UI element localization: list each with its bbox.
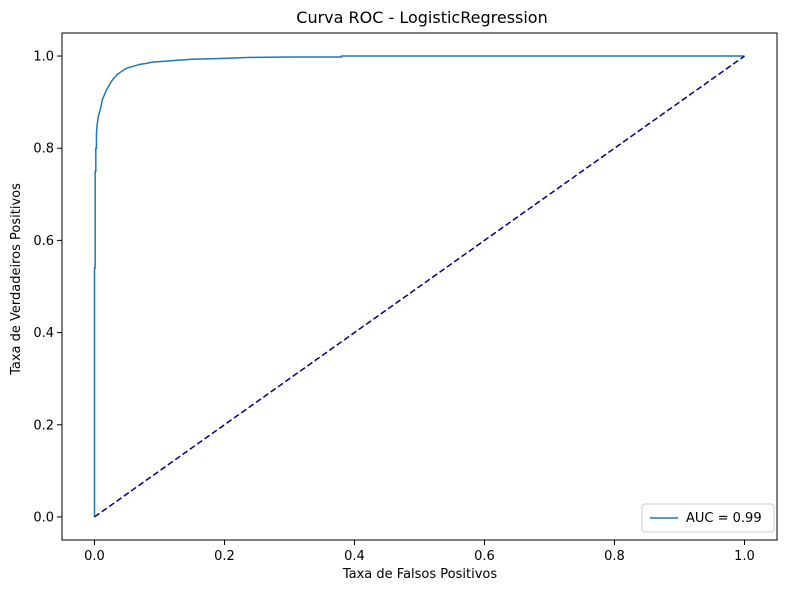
x-ticks: 0.0 0.2 0.4 0.6 0.8 1.0 <box>84 540 755 564</box>
roc-curve-line <box>93 55 745 517</box>
chart-title: Curva ROC - LogisticRegression <box>296 8 547 27</box>
x-tick-label: 0.0 <box>84 549 105 564</box>
y-tick-label: 0.2 <box>33 418 54 433</box>
legend-box <box>641 503 775 533</box>
y-tick-label: 0.4 <box>33 326 54 341</box>
series-layer <box>93 55 745 518</box>
y-tick-label: 0.0 <box>33 510 54 525</box>
y-tick-label: 1.0 <box>33 50 54 65</box>
y-axis-label: Taxa de Verdadeiros Positivos <box>9 183 24 376</box>
y-tick-label: 0.8 <box>33 142 54 157</box>
x-tick-label: 0.4 <box>344 549 365 564</box>
x-tick-label: 0.6 <box>474 549 495 564</box>
x-axis-label: Taxa de Falsos Positivos <box>342 567 497 582</box>
y-ticks: 0.0 0.2 0.4 0.6 0.8 1.0 <box>33 50 62 525</box>
x-tick-label: 0.2 <box>214 549 235 564</box>
y-tick-label: 0.6 <box>33 234 54 249</box>
x-tick-label: 0.8 <box>604 549 625 564</box>
reference-diagonal-line <box>94 55 745 518</box>
plot-area <box>61 32 778 541</box>
x-tick-label: 1.0 <box>734 549 755 564</box>
legend-entry: AUC = 0.99 <box>686 511 762 526</box>
legend: AUC = 0.99 <box>641 503 775 533</box>
